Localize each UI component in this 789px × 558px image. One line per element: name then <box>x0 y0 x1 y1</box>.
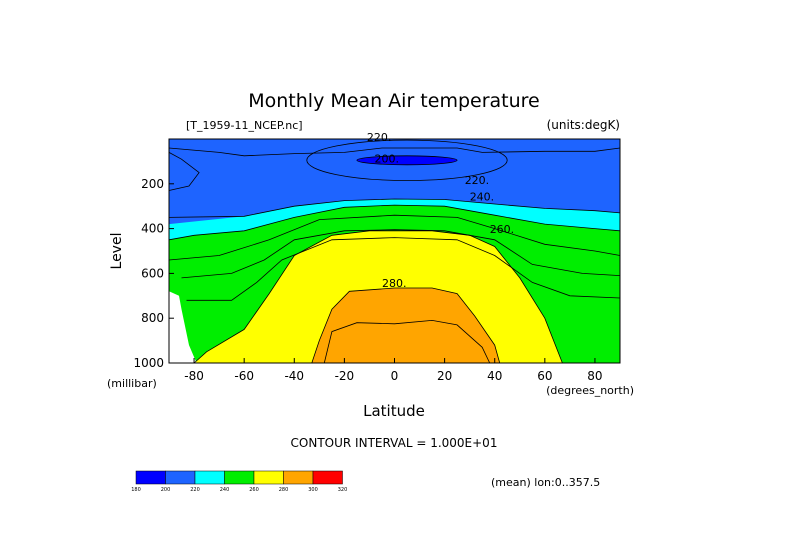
x-tick-label: 0 <box>391 369 399 383</box>
units-label: (units:degK) <box>547 118 620 132</box>
colorbar: 180 200 220 240 260 280 300 320 <box>131 470 348 493</box>
contour-interval-text: CONTOUR INTERVAL = 1.000E+01 <box>291 436 498 450</box>
x-axis-label: Latitude <box>363 402 425 420</box>
x-tick-label: 60 <box>537 369 552 383</box>
colorbar-label: 200 <box>161 487 171 493</box>
terrain-mask <box>169 291 197 363</box>
contour-line-0 <box>168 198 621 218</box>
contour-line-2 <box>168 214 621 261</box>
contour-label: 280. <box>382 277 407 290</box>
plot-area <box>169 139 620 363</box>
contour-line-200 <box>356 155 458 166</box>
y-axis-label: Level <box>109 233 125 270</box>
band-180-200 <box>356 155 458 165</box>
contour-line-3 <box>181 229 621 279</box>
colorbar-label: 320 <box>338 487 348 493</box>
y-tick-label: 200 <box>141 177 164 191</box>
x-unit-label: (degrees_north) <box>546 384 634 397</box>
colorbar-label: 300 <box>308 487 318 493</box>
colorbar-label: 240 <box>220 487 230 493</box>
colorbar-swatch <box>312 470 343 485</box>
band-280-300 <box>311 288 500 363</box>
contour-label: 260. <box>490 223 515 236</box>
y-tick-label: 600 <box>141 266 164 280</box>
x-tick-label: 80 <box>587 369 602 383</box>
x-tick-label: -40 <box>284 369 304 383</box>
contour-line-1 <box>168 204 621 241</box>
file-label: [T_1959-11_NCEP.nc] <box>186 119 303 132</box>
colorbar-label: 180 <box>131 487 141 493</box>
colorbar-swatch <box>224 470 255 485</box>
x-tick-label: -20 <box>335 369 355 383</box>
contour-line-7 <box>323 319 491 364</box>
contour-lines <box>168 139 621 364</box>
band-240-260-patch <box>569 349 590 363</box>
contour-line-6 <box>311 287 501 364</box>
x-tick-label: -60 <box>234 369 254 383</box>
y-axis: 200 400 600 800 1000 <box>133 177 174 370</box>
contour-label: 220. <box>367 131 392 144</box>
contour-line-210 <box>306 139 508 181</box>
colorbar-swatch <box>194 470 225 485</box>
contour-line-9 <box>168 152 200 191</box>
colorbar-swatch <box>165 470 196 485</box>
x-tick-label: 40 <box>487 369 502 383</box>
contour-label: 220. <box>465 174 490 187</box>
x-tick-label: 20 <box>437 369 452 383</box>
y-tick-label: 400 <box>141 222 164 236</box>
colorbar-swatch <box>135 470 166 485</box>
y-tick-label: 800 <box>141 311 164 325</box>
contour-labels: 220. 200. 220. 240. 260. 280. <box>367 131 514 290</box>
footer-note: (mean) lon:0..357.5 <box>491 476 600 489</box>
contour-label: 240. <box>470 191 495 204</box>
chart-title: Monthly Mean Air temperature <box>248 90 539 112</box>
x-axis: -80 -60 -40 -20 0 20 40 60 80 <box>184 358 603 383</box>
colorbar-swatch <box>283 470 314 485</box>
colorbar-label: 220 <box>190 487 200 493</box>
colorbar-label: 280 <box>279 487 289 493</box>
contour-line-8 <box>168 147 621 157</box>
colorbar-label: 260 <box>249 487 259 493</box>
y-tick-label: 1000 <box>133 356 164 370</box>
contour-label: 200. <box>375 153 400 166</box>
colorbar-swatch <box>253 470 284 485</box>
contour-line-4 <box>186 237 621 301</box>
y-unit-label: (millibar) <box>107 377 157 390</box>
x-tick-label: -80 <box>184 369 204 383</box>
contour-line-5 <box>193 230 563 364</box>
band-200-220-top <box>236 139 620 153</box>
